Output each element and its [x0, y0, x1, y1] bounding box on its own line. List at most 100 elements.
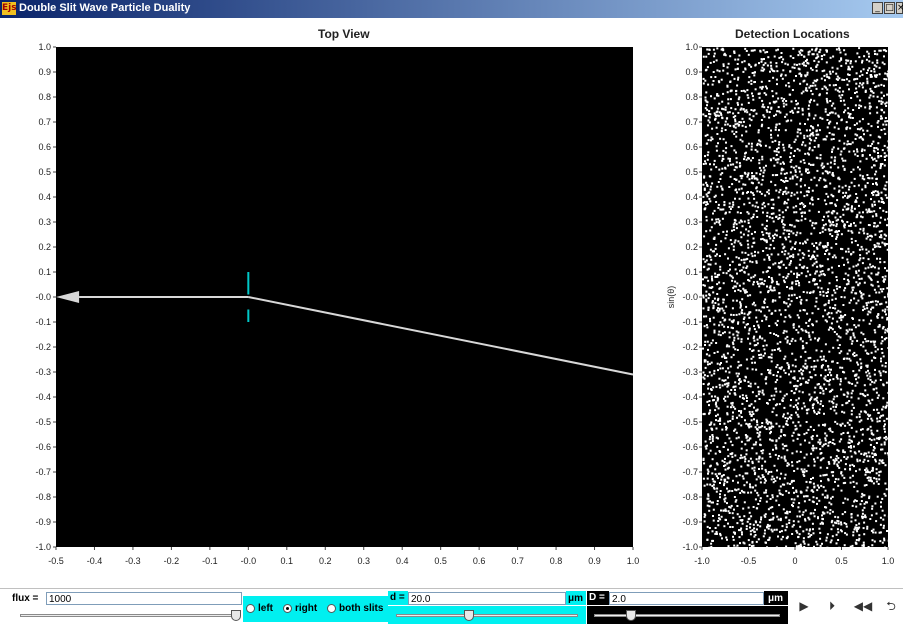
- radio-right-label[interactable]: right: [295, 603, 318, 614]
- y-tick-label: -1.0: [35, 542, 51, 552]
- y-tick-label: -0.2: [35, 342, 51, 352]
- y-tick-label: 0.5: [38, 167, 51, 177]
- det-y-tick-label: -0.4: [682, 392, 698, 402]
- y-tick-label: -0.8: [35, 492, 51, 502]
- minimize-icon[interactable]: _: [872, 2, 883, 14]
- det-y-tick-label: 0.8: [685, 92, 698, 102]
- x-tick-label: 0.1: [281, 556, 294, 566]
- det-y-tick-label: -0.8: [682, 492, 698, 502]
- det-y-tick-label: 1.0: [685, 42, 698, 52]
- reset-icon: ⮌: [886, 599, 896, 613]
- y-tick-label: 0.3: [38, 217, 51, 227]
- det-y-tick-label: -0.2: [682, 342, 698, 352]
- radio-both-slits[interactable]: [327, 604, 336, 613]
- d-label: d =: [390, 592, 405, 603]
- x-tick-label: -0.3: [125, 556, 141, 566]
- det-y-tick-label: 0.2: [685, 242, 698, 252]
- beam-arrowhead: [56, 291, 80, 303]
- x-tick-label: 0.4: [396, 556, 409, 566]
- top-view-title: Top View: [318, 27, 370, 41]
- y-tick-label: -0.7: [35, 467, 51, 477]
- det-y-tick-label: -0.9: [682, 517, 698, 527]
- y-tick-label: -0.6: [35, 442, 51, 452]
- d-slider-thumb[interactable]: [463, 610, 474, 621]
- x-tick-label: 1.0: [627, 556, 640, 566]
- det-x-tick-label: 0.5: [835, 556, 848, 566]
- y-tick-label: 0.7: [38, 117, 51, 127]
- D-field[interactable]: 2.0: [609, 592, 764, 605]
- radio-right[interactable]: [283, 604, 292, 613]
- detection-title: Detection Locations: [735, 27, 850, 41]
- radio-left[interactable]: [246, 604, 255, 613]
- detection-dots: [702, 47, 890, 549]
- flux-slider-track[interactable]: [20, 614, 240, 617]
- reset-button[interactable]: ⮌: [879, 594, 903, 618]
- det-y-tick-label: 0.1: [685, 267, 698, 277]
- det-y-tick-label: 0.6: [685, 142, 698, 152]
- x-tick-label: 0.5: [434, 556, 447, 566]
- y-tick-label: -0.1: [35, 317, 51, 327]
- y-tick-label: -0.0: [35, 292, 51, 302]
- slit-selector: left right both slits: [243, 596, 388, 622]
- deflected-ray: [248, 296, 634, 376]
- det-y-tick-label: -0.0: [682, 292, 698, 302]
- maximize-icon[interactable]: □: [884, 2, 895, 14]
- y-tick-label: -0.3: [35, 367, 51, 377]
- x-tick-label: -0.1: [202, 556, 218, 566]
- x-tick-label: 0.9: [588, 556, 601, 566]
- step-icon: ⏵︎: [828, 599, 835, 613]
- window-title: Double Slit Wave Particle Duality: [19, 2, 191, 14]
- y-tick-label: -0.4: [35, 392, 51, 402]
- d-unit: μm: [568, 593, 584, 604]
- y-tick-label: 0.1: [38, 267, 51, 277]
- x-tick-label: 0.6: [473, 556, 486, 566]
- y-tick-label: -0.9: [35, 517, 51, 527]
- det-y-tick-label: -0.7: [682, 467, 698, 477]
- d-slider-track[interactable]: [396, 614, 578, 617]
- x-tick-label: 0.7: [511, 556, 524, 566]
- D-label-bg: [587, 591, 609, 605]
- flux-slider-thumb[interactable]: [230, 610, 241, 621]
- detection-ylabel: sin(θ): [666, 286, 676, 309]
- x-tick-label: -0.4: [87, 556, 103, 566]
- det-y-tick-label: 0.9: [685, 67, 698, 77]
- y-tick-label: 0.9: [38, 67, 51, 77]
- D-unit-bg: [764, 591, 788, 605]
- title-bar: Ejs Double Slit Wave Particle Duality _ …: [0, 0, 903, 18]
- radio-both-slits-label[interactable]: both slits: [339, 603, 384, 614]
- det-y-tick-label: -0.3: [682, 367, 698, 377]
- y-tick-label: 0.6: [38, 142, 51, 152]
- y-tick-label: 0.2: [38, 242, 51, 252]
- flux-label: flux =: [12, 593, 39, 604]
- D-unit: μm: [768, 593, 784, 604]
- det-x-tick-label: 0: [792, 556, 797, 566]
- det-y-tick-label: -0.6: [682, 442, 698, 452]
- y-tick-label: 0.4: [38, 192, 51, 202]
- det-y-tick-label: -1.0: [682, 542, 698, 552]
- rewind-button[interactable]: ◀◀: [851, 594, 875, 618]
- det-x-tick-label: -0.5: [741, 556, 757, 566]
- det-y-tick-label: -0.1: [682, 317, 698, 327]
- det-x-tick-label: -1.0: [694, 556, 710, 566]
- D-slider-thumb[interactable]: [626, 610, 637, 621]
- radio-left-label[interactable]: left: [258, 603, 273, 614]
- x-tick-label: 0.3: [357, 556, 370, 566]
- play-button[interactable]: ▶: [792, 594, 816, 618]
- det-y-tick-label: 0.7: [685, 117, 698, 127]
- det-y-tick-label: 0.4: [685, 192, 698, 202]
- play-icon: ▶: [799, 599, 809, 613]
- rewind-icon: ◀◀: [853, 599, 873, 613]
- detection-canvas[interactable]: [702, 47, 888, 547]
- step-button[interactable]: ⏵︎: [820, 594, 844, 618]
- x-tick-label: -0.0: [241, 556, 257, 566]
- flux-field[interactable]: 1000: [46, 592, 242, 605]
- d-field[interactable]: 20.0: [408, 592, 566, 605]
- app-icon: Ejs: [2, 2, 17, 15]
- det-y-tick-label: -0.5: [682, 417, 698, 427]
- top-view-plot[interactable]: -0.5 -0.4 -0.3 -0.2 -0.1 -0.0 0.1 0.2 0.3 0.4 0.5 0…: [0, 0, 903, 580]
- x-tick-label: 0.2: [319, 556, 332, 566]
- y-tick-label: 0.8: [38, 92, 51, 102]
- x-tick-label: -0.2: [164, 556, 180, 566]
- d-unit-bg: [566, 591, 586, 605]
- D-slider-track[interactable]: [594, 614, 780, 617]
